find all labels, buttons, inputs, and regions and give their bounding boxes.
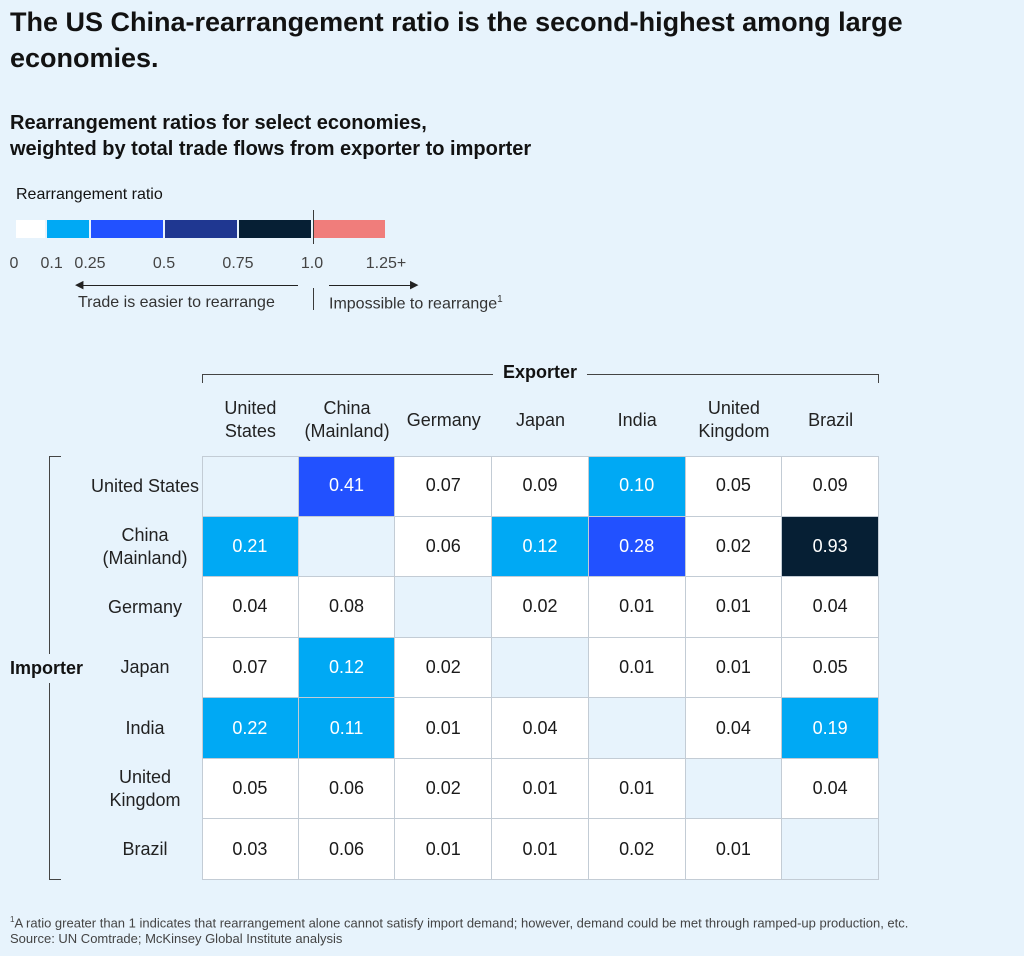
heatmap-cell: 0.01 (492, 819, 589, 880)
heatmap-cell: 0.03 (202, 819, 299, 880)
heatmap-cell: 0.04 (685, 698, 783, 759)
heatmap-cell: 0.02 (395, 637, 493, 699)
legend-swatch (16, 220, 45, 238)
heatmap-cell: 0.05 (202, 758, 299, 820)
heatmap-cell: 0.02 (588, 819, 686, 880)
heatmap-cell: 0.04 (782, 577, 879, 638)
legend-swatch (313, 220, 385, 238)
arrow-left-icon: ◀ (75, 279, 84, 291)
footnote: 1A ratio greater than 1 indicates that r… (10, 912, 1020, 947)
heatmap-cell: 0.10 (588, 456, 686, 517)
exporter-axis-title: Exporter (492, 362, 588, 383)
heatmap-cell: 0.28 (588, 516, 686, 578)
heatmap-cell: 0.01 (395, 698, 493, 759)
heatmap-cell: 0.02 (685, 516, 783, 578)
subtitle-line-2: weighted by total trade flows from expor… (10, 138, 532, 160)
heatmap-cell: 0.07 (395, 456, 493, 517)
legend-tick-label: 1.25+ (365, 255, 407, 272)
heatmap-grid: 0.41 0.07 0.09 0.10 0.05 0.09 0.21 0.06 0.12 0.28… (202, 456, 879, 880)
legend-note-impossible-text: Impossible to rearrange (329, 295, 498, 313)
footnote-note: 1A ratio greater than 1 indicates that r… (10, 912, 1020, 931)
heatmap-cell: 0.07 (202, 637, 299, 699)
heatmap-cell: 0.05 (782, 637, 879, 699)
row-header: Germany (107, 596, 183, 617)
heatmap-cell: 0.21 (202, 516, 299, 578)
legend-swatch (165, 220, 237, 238)
heatmap-cell: 0.01 (395, 819, 493, 880)
row-header: China (Mainland) (102, 524, 188, 568)
column-header: Brazil (808, 409, 854, 430)
column-header: United Kingdom (698, 398, 770, 441)
column-header: Germany (406, 409, 481, 430)
row-header: Japan (120, 657, 170, 678)
heatmap-cell-empty (588, 698, 686, 759)
heatmap-cell: 0.22 (202, 698, 299, 759)
legend-tick-label: 0.75 (222, 255, 254, 272)
heatmap-cell: 0.19 (782, 698, 879, 759)
heatmap-cell: 0.01 (588, 758, 686, 820)
heatmap-cell: 0.01 (685, 819, 783, 880)
legend-swatch (91, 220, 163, 238)
footnote-ref-marker: 1 (497, 294, 503, 305)
heatmap-cell: 0.04 (492, 698, 589, 759)
heatmap-cell: 0.04 (782, 758, 879, 820)
heatmap-cell: 0.06 (298, 819, 396, 880)
legend-right-arrow-line (329, 285, 414, 286)
heatmap-cell: 0.01 (588, 577, 686, 638)
heatmap-cell: 0.05 (685, 456, 783, 517)
row-header: Brazil (122, 839, 168, 860)
legend-tick-label: 0.1 (40, 255, 63, 272)
heatmap-cell: 0.93 (782, 516, 879, 578)
heatmap-cell: 0.01 (588, 637, 686, 699)
heatmap-cell: 0.09 (782, 456, 879, 517)
legend-note-impossible: Impossible to rearrange1 (329, 294, 503, 313)
legend-tick-label: 1.0 (300, 255, 324, 272)
column-header: Japan (515, 409, 566, 430)
chart-subtitle: Rearrangement ratios for select economie… (10, 110, 531, 162)
heatmap-cell: 0.12 (298, 637, 396, 699)
heatmap-cell-empty (395, 577, 493, 638)
heatmap-cell: 0.02 (395, 758, 493, 820)
legend-tick-label: 0.5 (152, 255, 176, 272)
legend-swatch (239, 220, 311, 238)
legend-note-easier: Trade is easier to rearrange (78, 294, 275, 311)
footnote-marker: 1 (10, 915, 15, 924)
legend-threshold-divider (313, 210, 314, 244)
legend-tick-label: 0.25 (74, 255, 106, 272)
heatmap-cell: 0.41 (298, 456, 396, 517)
column-header: India (617, 409, 657, 430)
heatmap-cell-empty (298, 516, 396, 578)
heatmap-cell: 0.06 (298, 758, 396, 820)
footnote-source: Source: UN Comtrade; McKinsey Global Ins… (10, 931, 343, 947)
heatmap-cell: 0.06 (395, 516, 493, 578)
row-header: United States (90, 475, 200, 496)
legend-swatch (46, 220, 89, 238)
row-header: India (125, 718, 165, 739)
legend-left-arrow-line (80, 285, 298, 286)
column-header: United States (224, 398, 277, 441)
heatmap-cell: 0.12 (492, 516, 589, 578)
heatmap-cell: 0.11 (298, 698, 396, 759)
heatmap-cell: 0.04 (202, 577, 299, 638)
importer-axis-title: Importer (4, 654, 90, 683)
heatmap-cell-empty (782, 819, 879, 880)
heatmap-cell: 0.02 (492, 577, 589, 638)
column-header: China (Mainland) (304, 398, 390, 441)
legend-title: Rearrangement ratio (16, 186, 163, 203)
heatmap-cell: 0.01 (685, 577, 783, 638)
heatmap-cell: 0.09 (492, 456, 589, 517)
subtitle-line-1: Rearrangement ratios for select economie… (10, 112, 427, 134)
heatmap-cell: 0.08 (298, 577, 396, 638)
heatmap-cell-empty (685, 758, 783, 820)
heatmap-cell-empty (202, 456, 299, 517)
heatmap-cell: 0.01 (685, 637, 783, 699)
heatmap-cell: 0.01 (492, 758, 589, 820)
footnote-text: A ratio greater than 1 indicates that re… (14, 915, 909, 931)
row-header: United Kingdom (109, 767, 181, 811)
heatmap-cell-empty (492, 637, 589, 699)
arrow-right-icon: ▶ (410, 279, 419, 291)
legend-tick-label: 0 (9, 255, 19, 272)
chart-title: The US China-rearrangement ratio is the … (10, 7, 903, 73)
legend-note-separator (313, 288, 314, 310)
